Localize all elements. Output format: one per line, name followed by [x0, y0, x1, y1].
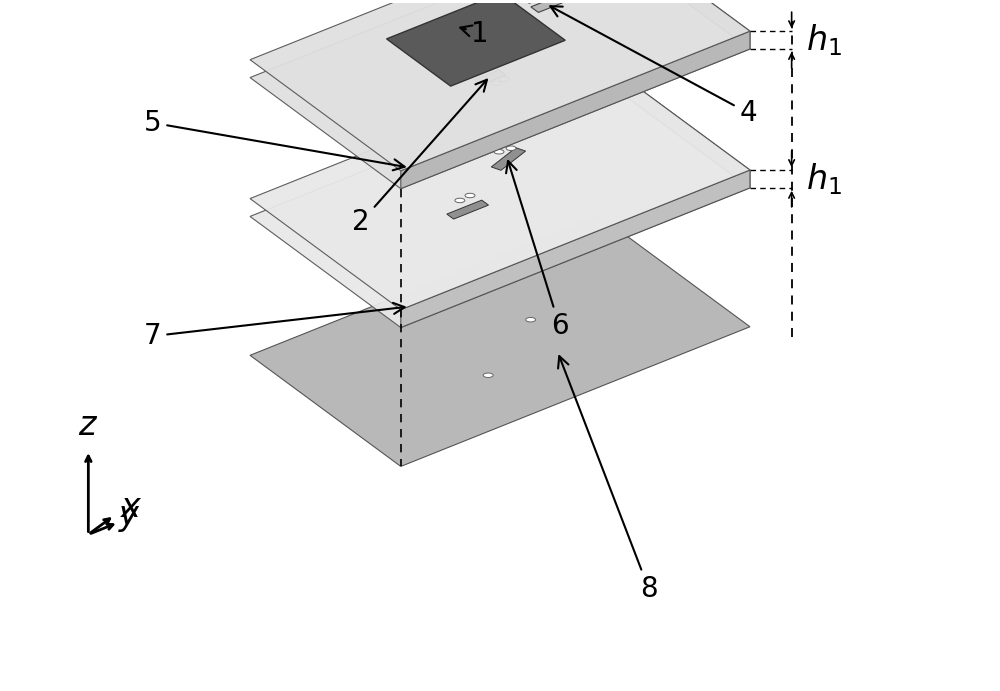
- Polygon shape: [491, 148, 526, 170]
- Polygon shape: [599, 59, 750, 188]
- Ellipse shape: [519, 0, 529, 2]
- Polygon shape: [401, 170, 750, 328]
- Polygon shape: [531, 0, 562, 12]
- Text: 5: 5: [144, 108, 405, 170]
- Text: z: z: [78, 409, 95, 442]
- Polygon shape: [401, 31, 750, 189]
- Ellipse shape: [499, 77, 509, 82]
- Text: 4: 4: [550, 6, 757, 127]
- Text: 1: 1: [460, 19, 489, 48]
- Polygon shape: [387, 0, 565, 86]
- Polygon shape: [522, 0, 549, 3]
- Ellipse shape: [506, 146, 516, 151]
- Text: x: x: [121, 491, 140, 524]
- Polygon shape: [250, 0, 750, 189]
- Text: y: y: [118, 499, 138, 532]
- Ellipse shape: [491, 81, 501, 86]
- Polygon shape: [599, 0, 750, 49]
- Text: 2: 2: [352, 79, 487, 236]
- Text: $h_1$: $h_1$: [806, 161, 841, 197]
- Text: 6: 6: [506, 161, 568, 340]
- Text: 3: 3: [0, 690, 1, 691]
- Polygon shape: [447, 200, 489, 219]
- Text: 8: 8: [558, 356, 658, 603]
- Text: $h_1$: $h_1$: [806, 22, 841, 58]
- Text: 7: 7: [144, 303, 405, 350]
- Polygon shape: [250, 59, 750, 310]
- Ellipse shape: [483, 373, 493, 377]
- Ellipse shape: [455, 198, 465, 202]
- Polygon shape: [250, 77, 750, 328]
- Ellipse shape: [465, 193, 475, 198]
- Polygon shape: [475, 70, 506, 85]
- Ellipse shape: [526, 317, 536, 322]
- Polygon shape: [250, 0, 750, 171]
- Ellipse shape: [494, 149, 504, 154]
- Polygon shape: [250, 216, 750, 466]
